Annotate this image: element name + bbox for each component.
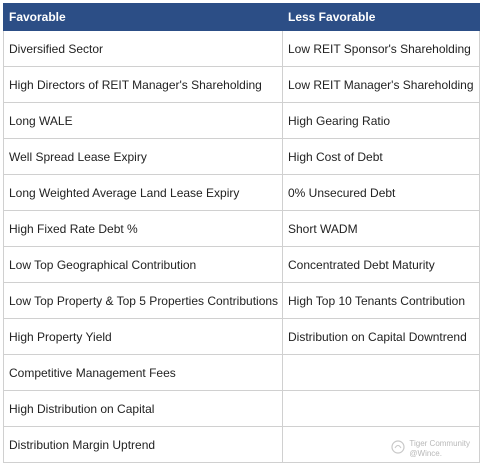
table-cell: Long Weighted Average Land Lease Expiry: [3, 174, 283, 211]
table-row: Diversified Sector Low REIT Sponsor's Sha…: [3, 30, 480, 67]
watermark-line: Tiger Community: [409, 439, 470, 448]
watermark: Tiger Community @Wince.: [391, 439, 470, 459]
table-cell: Low Top Property & Top 5 Properties Cont…: [3, 282, 283, 319]
table-cell: [282, 426, 480, 463]
header-cell: Less Favorable: [282, 3, 480, 31]
table-cell: Concentrated Debt Maturity: [282, 246, 480, 283]
watermark-line: @Wince.: [409, 449, 442, 458]
table-body: Diversified Sector Low REIT Sponsor's Sha…: [3, 30, 480, 463]
table-cell: Low REIT Sponsor's Shareholding: [282, 30, 480, 67]
table-cell: High Directors of REIT Manager's Shareho…: [3, 66, 283, 103]
table-cell: High Fixed Rate Debt %: [3, 210, 283, 247]
table-cell: High Distribution on Capital: [3, 390, 283, 427]
comparison-table: Favorable Less Favorable Diversified Sec…: [3, 3, 480, 463]
watermark-icon: [391, 440, 405, 454]
table-row: Well Spread Lease Expiry High Cost of Deb…: [3, 138, 480, 175]
table-cell: Long WALE: [3, 102, 283, 139]
table-cell: [282, 354, 480, 391]
table-cell: 0% Unsecured Debt: [282, 174, 480, 211]
table-row: Low Top Geographical Contribution Concent…: [3, 246, 480, 283]
table-cell: Well Spread Lease Expiry: [3, 138, 283, 175]
table-row: High Property Yield Distribution on Capit…: [3, 318, 480, 355]
table-row: High Directors of REIT Manager's Shareho…: [3, 66, 480, 103]
table-cell: High Property Yield: [3, 318, 283, 355]
table-row: Long Weighted Average Land Lease Expiry 0…: [3, 174, 480, 211]
table-cell: Low REIT Manager's Shareholding: [282, 66, 480, 103]
table-cell: Diversified Sector: [3, 30, 283, 67]
table-container: Favorable Less Favorable Diversified Sec…: [3, 3, 480, 463]
table-row: Low Top Property & Top 5 Properties Cont…: [3, 282, 480, 319]
table-row: High Fixed Rate Debt % Short WADM: [3, 210, 480, 247]
table-cell: [282, 390, 480, 427]
table-cell: Distribution Margin Uptrend: [3, 426, 283, 463]
table-row: Long WALE High Gearing Ratio: [3, 102, 480, 139]
table-cell: High Top 10 Tenants Contribution: [282, 282, 480, 319]
table-cell: Low Top Geographical Contribution: [3, 246, 283, 283]
table-row: Competitive Management Fees: [3, 354, 480, 391]
table-cell: Distribution on Capital Downtrend: [282, 318, 480, 355]
table-cell: Short WADM: [282, 210, 480, 247]
table-cell: High Gearing Ratio: [282, 102, 480, 139]
table-cell: High Cost of Debt: [282, 138, 480, 175]
header-cell: Favorable: [3, 3, 283, 31]
table-row: High Distribution on Capital: [3, 390, 480, 427]
table-cell: Competitive Management Fees: [3, 354, 283, 391]
header-row: Favorable Less Favorable: [3, 3, 480, 31]
table-row: Distribution Margin Uptrend: [3, 426, 480, 463]
